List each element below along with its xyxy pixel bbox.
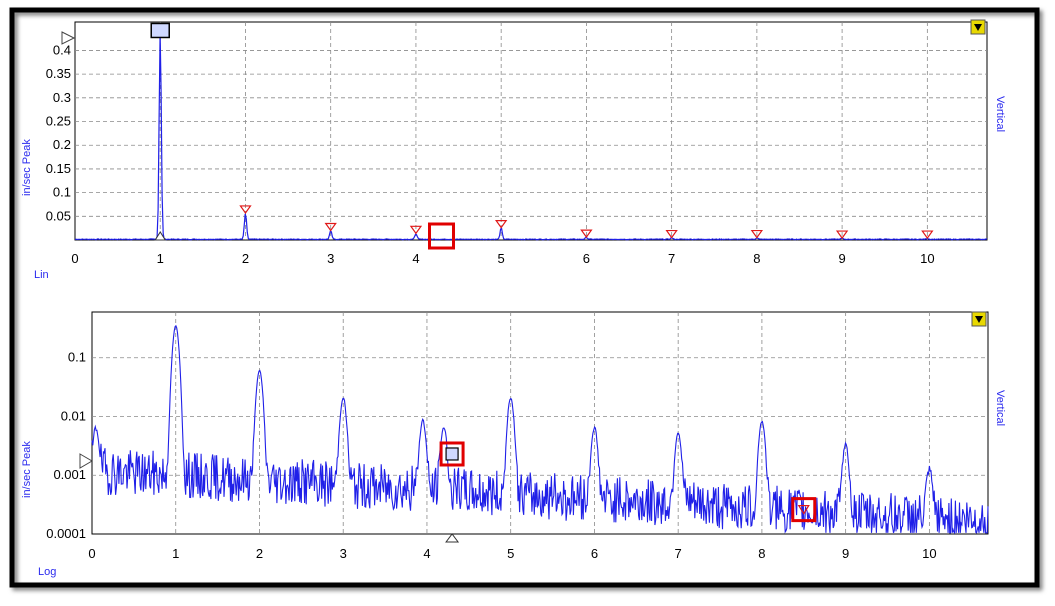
harmonic-marker-icon[interactable]	[797, 505, 810, 515]
outer-frame	[9, 7, 1040, 588]
linear-scale-toggle[interactable]: Lin	[34, 269, 49, 281]
chevron-down-icon	[974, 24, 982, 31]
x-tick-label: 1	[172, 546, 179, 561]
x-tick-label: 2	[242, 251, 249, 266]
harmonic-marker-icon[interactable]	[750, 229, 764, 239]
y-tick-label: 0.001	[53, 467, 86, 482]
log-right-label: Vertical	[994, 390, 1006, 426]
x-tick-label: 6	[583, 251, 590, 266]
log-spectrum-trace	[91, 324, 989, 535]
harmonic-marker-icon[interactable]	[324, 222, 337, 232]
y-tick-label: 0.05	[46, 208, 71, 223]
x-cursor-icon[interactable]	[445, 533, 460, 543]
x-tick-label: 8	[758, 546, 765, 561]
x-tick-label: 1	[157, 251, 164, 266]
primary-peak-marker[interactable]	[445, 447, 459, 461]
panel-menu-button[interactable]	[970, 19, 986, 35]
linear-spectrum-trace	[74, 32, 987, 241]
x-tick-label: 7	[675, 546, 682, 561]
y-tick-label: 0.0001	[46, 526, 86, 541]
y-tick-label: 0.2	[53, 137, 71, 152]
log-y-ticks: 0.1 0.01 0.001 0.0001	[46, 350, 86, 541]
y-tick-label: 0.15	[46, 161, 71, 176]
x-tick-label: 5	[498, 251, 505, 266]
y-tick-label: 0.3	[53, 90, 71, 105]
secondary-highlight-box	[791, 497, 817, 523]
y-tick-label: 0.01	[61, 408, 86, 423]
harmonic-marker-icon[interactable]	[921, 230, 934, 240]
linear-y-axis-label: in/sec Peak	[21, 139, 33, 196]
x-tick-label: 6	[591, 546, 598, 561]
y-reference-cursor-icon[interactable]	[61, 31, 76, 45]
x-tick-label: 2	[256, 546, 263, 561]
highlight-box	[428, 222, 456, 250]
y-tick-label: 0.1	[53, 185, 71, 200]
harmonic-marker-icon[interactable]	[835, 230, 849, 240]
linear-markers	[150, 22, 934, 250]
y-tick-label: 0.35	[46, 66, 71, 81]
x-tick-label: 3	[327, 251, 334, 266]
harmonic-marker-icon[interactable]	[495, 220, 508, 229]
x-cursor-icon[interactable]	[154, 231, 167, 241]
x-tick-label: 3	[340, 546, 347, 561]
x-tick-label: 5	[507, 546, 514, 561]
harmonic-marker-icon[interactable]	[580, 229, 593, 239]
log-scale-toggle[interactable]: Log	[38, 566, 56, 578]
x-tick-label: 8	[753, 251, 760, 266]
primary-peak-marker[interactable]	[150, 22, 170, 39]
log-x-ticks: 0 1 2 3 4 5 6 7 8 9 10	[88, 546, 936, 561]
x-tick-label: 9	[842, 546, 849, 561]
chevron-down-icon	[975, 316, 983, 323]
harmonic-marker-icon[interactable]	[239, 205, 252, 214]
y-tick-label: 0.1	[68, 350, 86, 365]
x-tick-label: 7	[668, 251, 675, 266]
linear-plot-area[interactable]	[74, 21, 988, 241]
log-grid	[92, 312, 988, 534]
harmonic-marker-icon[interactable]	[409, 225, 423, 235]
primary-highlight-box	[439, 441, 465, 467]
x-tick-label: 4	[412, 251, 419, 266]
log-spectrum-panel: 0.1 0.01 0.001 0.0001 0 1 2 3 4 5 6 7 8 9 10 in/sec P…	[21, 311, 1006, 578]
linear-grid	[75, 22, 987, 240]
y-reference-cursor-icon[interactable]	[79, 453, 93, 469]
linear-x-ticks: 0 1 2 3 4 5 6 7 8 9 10	[71, 251, 934, 266]
x-tick-label: 0	[88, 546, 95, 561]
log-markers	[439, 441, 817, 543]
x-tick-label: 0	[71, 251, 78, 266]
x-tick-label: 10	[922, 546, 936, 561]
x-tick-label: 9	[838, 251, 845, 266]
panel-menu-button[interactable]	[971, 311, 987, 327]
x-tick-label: 10	[920, 251, 934, 266]
harmonic-marker-icon[interactable]	[665, 229, 678, 239]
y-tick-label: 0.25	[46, 114, 71, 129]
linear-y-ticks: 0.4 0.35 0.3 0.25 0.2 0.15 0.1 0.05	[46, 42, 71, 223]
log-y-axis-label: in/sec Peak	[21, 441, 33, 498]
x-tick-label: 4	[423, 546, 430, 561]
linear-spectrum-panel: 0.4 0.35 0.3 0.25 0.2 0.15 0.1 0.05 0 1 2 3 4 5 6 7 8 9 1…	[21, 19, 1006, 281]
y-tick-label: 0.4	[53, 42, 71, 57]
linear-right-label: Vertical	[994, 96, 1006, 132]
